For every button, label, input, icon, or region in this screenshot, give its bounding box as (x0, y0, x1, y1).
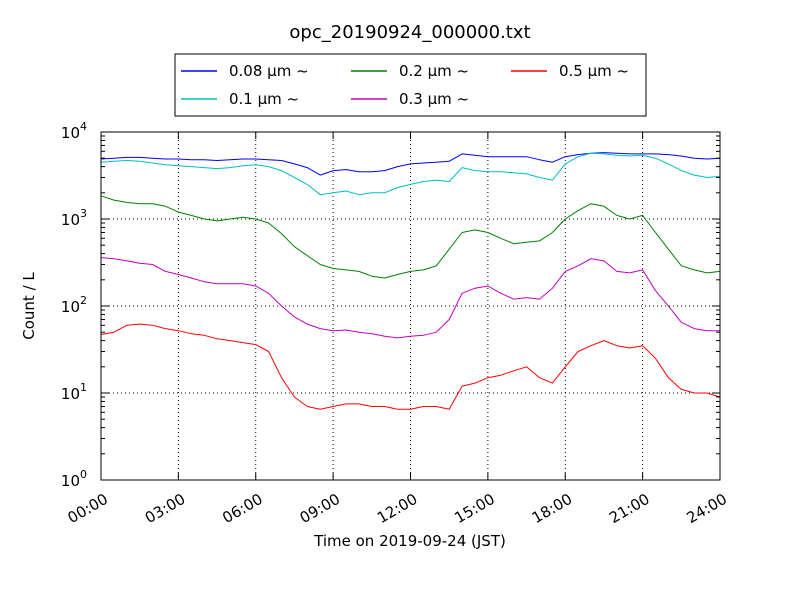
x-axis-label: Time on 2019-09-24 (JST) (313, 532, 506, 550)
series-line-3 (100, 195, 721, 279)
ticks (100, 131, 721, 481)
legend: 0.08 μm ~ 0.1 μm ~ 0.2 μm ~ 0.3 μm ~ 0.5 μm … (174, 53, 647, 117)
legend-label: 0.2 μm ~ (399, 62, 469, 80)
legend-label: 0.3 μm ~ (399, 90, 469, 108)
y-tick-labels: 100 101 102 103 104 (61, 120, 87, 490)
legend-label: 0.08 μm ~ (229, 62, 309, 80)
y-tick-label: 104 (61, 120, 87, 142)
y-tick-label: 100 (61, 468, 87, 490)
series-line-5 (100, 323, 721, 410)
series-line-1 (100, 152, 721, 176)
y-tick-label: 101 (61, 381, 87, 403)
series-lines (100, 152, 721, 410)
legend-label: 0.5 μm ~ (559, 62, 629, 80)
legend-label: 0.1 μm ~ (229, 90, 299, 108)
series-line-4 (100, 257, 720, 339)
legend-box (174, 53, 647, 117)
y-tick-label: 103 (61, 207, 87, 229)
y-tick-label: 102 (61, 294, 87, 316)
y-axis-label: Count / L (20, 272, 38, 340)
chart-title: opc_20190924_000000.txt (289, 22, 530, 43)
series-line-2 (100, 152, 721, 196)
plot-area (101, 132, 720, 480)
